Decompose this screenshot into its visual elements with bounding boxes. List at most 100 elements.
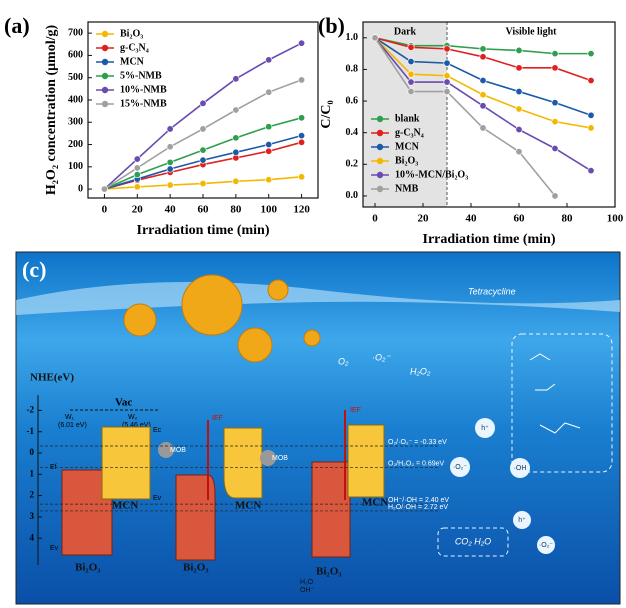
oh-label: ·OH [514,465,527,472]
y-tick-label: 0.2 [346,159,359,170]
point [407,78,415,86]
point [199,156,207,164]
legend-marker [376,129,384,137]
mcn-label: MCN [235,500,261,512]
hole-circle [513,511,531,529]
hole-circle [475,418,495,438]
point [265,176,273,184]
point [298,76,306,84]
point [479,77,487,85]
y-tick-label: 0.6 [346,95,359,106]
legend-marker [376,185,384,193]
point [166,158,174,166]
mob-label: MOB [272,455,288,462]
mob-sphere [260,450,276,466]
products-label: CO₂ H₂O [455,536,491,546]
w1-value: (6.01 eV) [58,422,87,429]
legend-marker [101,100,109,108]
point [407,88,415,96]
y-tick-label: 400 [68,94,83,105]
legend-label: Bi₂O₃ [395,155,418,166]
y-tick-label: 0.8 [346,64,359,75]
point [133,183,141,191]
panel-label: (c) [22,257,46,282]
mcn-band [101,426,151,500]
axis-label: NHE(eV) [30,372,74,384]
x-axis-label: Irradiation time (min) [137,223,270,238]
mcn-band [223,427,263,499]
point [407,43,415,51]
y-tick-label: 300 [68,117,83,128]
mcn-label: MCN [112,500,138,512]
products-box [437,527,509,557]
legend-label: MCN [395,141,420,152]
point [587,50,595,58]
y-tick-label: 0 [78,183,83,194]
panel-label: (b) [318,13,345,38]
point [551,50,559,58]
legend-marker [101,72,109,80]
legend-marker [376,143,384,151]
x-tick-label: 0 [102,204,108,216]
radical-circle [537,536,555,554]
y-tick-label: 700 [68,27,83,38]
radical-circle [450,457,470,477]
potential-label: OH⁻/·OH = 2.40 eV [388,497,449,504]
legend-label: 5%-NMB [120,70,162,81]
point [479,124,487,132]
point [551,192,559,200]
potential-label: O₂/H₂O₂ = 0.69eV [388,461,445,468]
point [443,78,451,86]
legend-label: 15%-NMB [120,98,167,109]
point [298,173,306,181]
point [166,143,174,151]
dark-region [363,22,447,207]
point [298,114,306,122]
point [551,144,559,152]
point [199,146,207,154]
nhe-tick-label: -1 [27,426,35,436]
mcn-label: MCN [362,497,388,509]
point [587,77,595,85]
dark-label: Dark [394,26,417,37]
point [479,53,487,61]
point [515,126,523,134]
w1-label: W₁ [65,414,75,421]
legend-label: NMB [395,183,419,194]
x-tick-label: 80 [230,204,242,216]
point [166,125,174,133]
bi2o3-band [311,461,351,558]
y-tick-label: 600 [68,50,83,61]
point [587,167,595,175]
legend-label: blank [395,113,420,124]
x-tick-label: 100 [607,213,624,225]
point [587,111,595,119]
point [133,164,141,172]
point [298,132,306,140]
legend-label: Bi₂O₃ [120,28,143,39]
legend-label: 10%-MCN/Bi₂O₃ [395,169,468,180]
x-tick-label: 120 [293,204,310,216]
ief-label: IEF [350,407,361,414]
point [232,134,240,142]
o2-radical-label: ·O₂⁻ [372,352,391,362]
x-tick-label: 60 [514,213,526,225]
h2o-label: H₂O [300,579,314,586]
legend-label: 10%-NMB [120,84,167,95]
point [515,105,523,113]
point [232,106,240,114]
point [443,45,451,53]
point [371,34,379,42]
legend-marker [376,171,384,179]
x-tick-label: 20 [418,213,430,225]
point [479,45,487,53]
point [551,118,559,126]
point [443,88,451,96]
y-tick-label: 1.0 [346,32,359,43]
water-surface [16,282,620,315]
w2-value: (5.46 eV) [122,422,151,429]
point [166,165,174,173]
x-tick-label: 60 [198,204,210,216]
point [551,64,559,72]
x-tick-label: 100 [260,204,277,216]
